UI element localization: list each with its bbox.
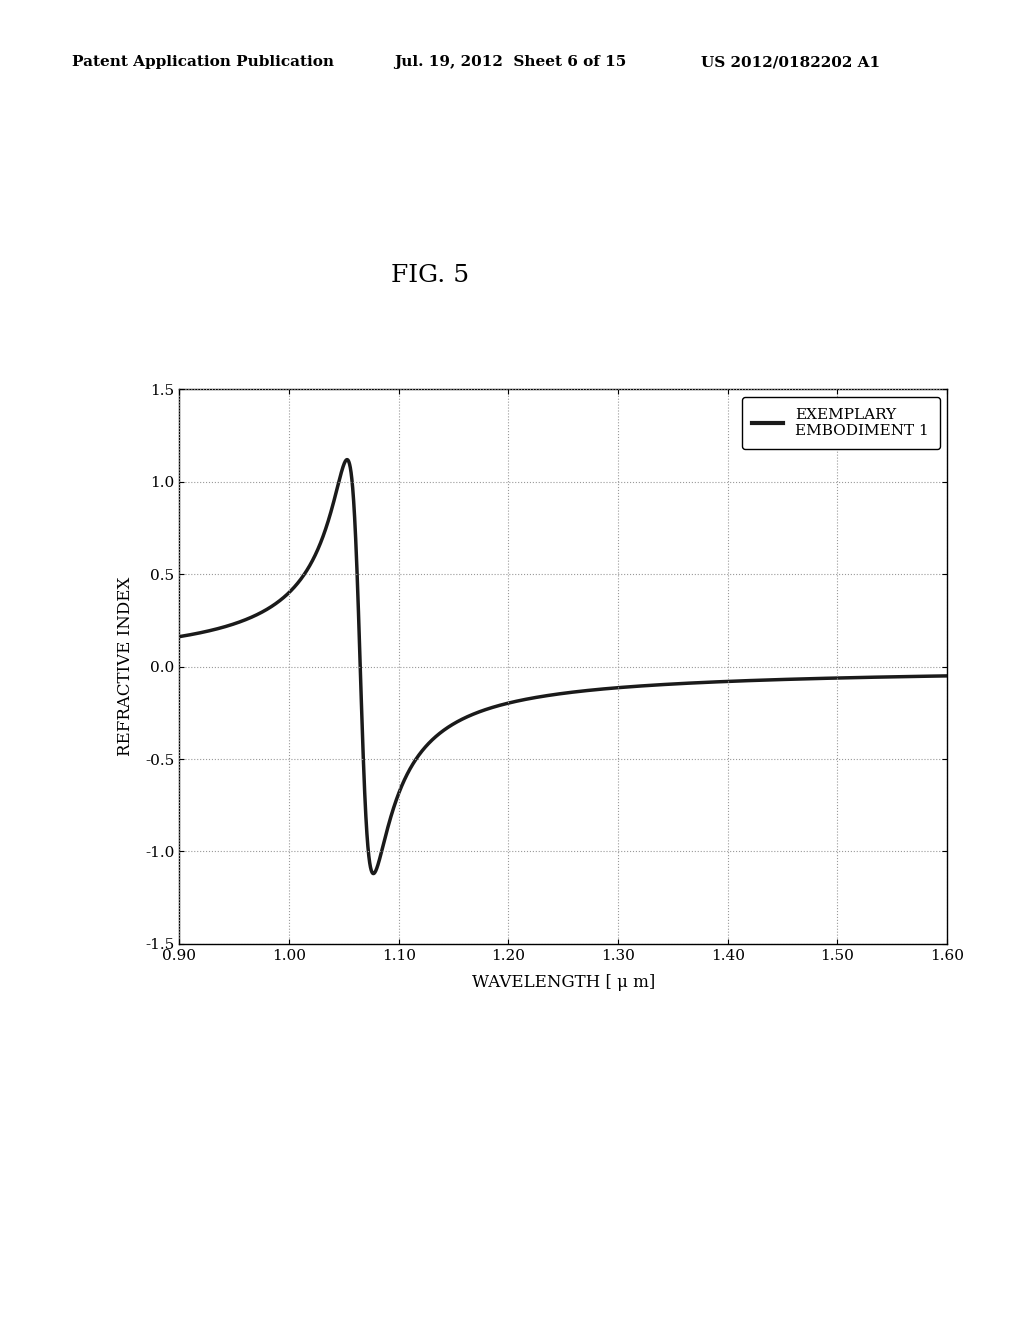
- Text: Patent Application Publication: Patent Application Publication: [72, 55, 334, 70]
- Text: US 2012/0182202 A1: US 2012/0182202 A1: [701, 55, 881, 70]
- Text: FIG. 5: FIG. 5: [391, 264, 469, 286]
- X-axis label: WAVELENGTH [ μ m]: WAVELENGTH [ μ m]: [472, 974, 654, 991]
- Legend: EXEMPLARY
EMBODIMENT 1: EXEMPLARY EMBODIMENT 1: [741, 397, 940, 449]
- Y-axis label: REFRACTIVE INDEX: REFRACTIVE INDEX: [117, 577, 134, 756]
- Text: Jul. 19, 2012  Sheet 6 of 15: Jul. 19, 2012 Sheet 6 of 15: [394, 55, 627, 70]
